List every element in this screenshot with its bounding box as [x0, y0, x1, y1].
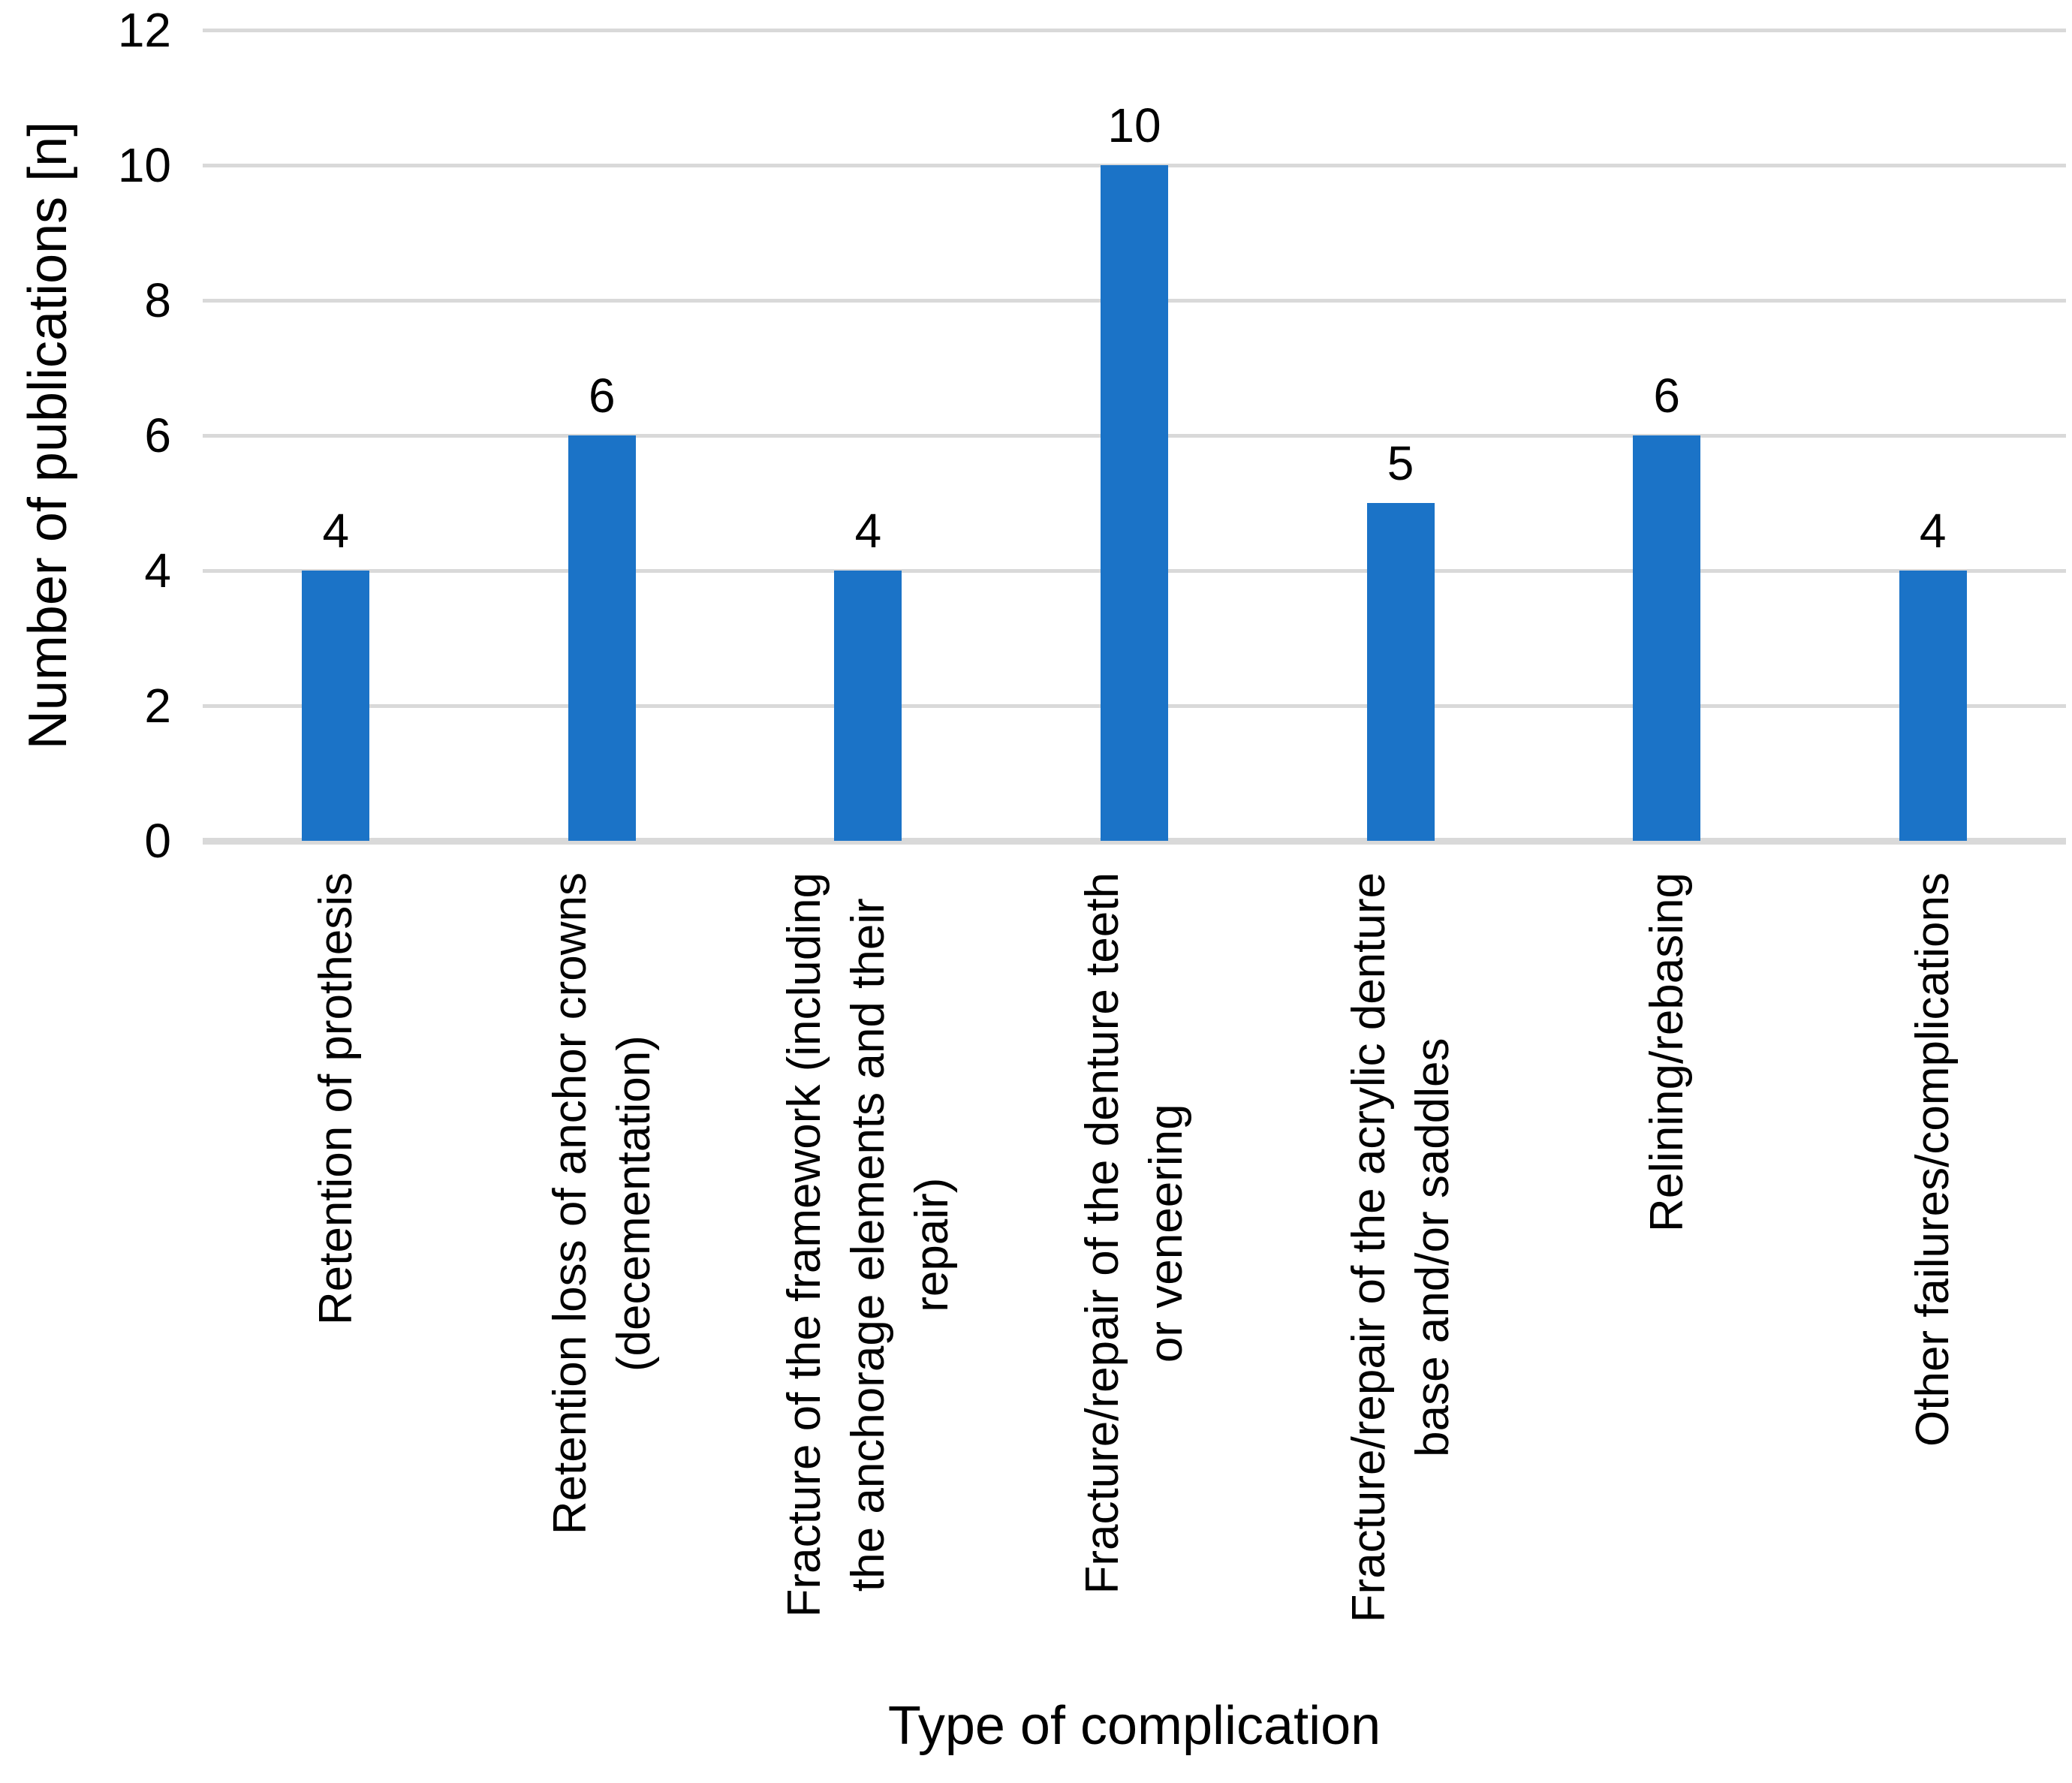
y-tick-label: 4: [144, 544, 171, 598]
x-category-label-text: Fracture/repair of the denture teeth or …: [1077, 872, 1192, 1595]
x-category-label-text: Other failures/complications: [1907, 872, 1959, 1447]
y-tick-label: 2: [144, 679, 171, 733]
bar-value-label: 6: [1653, 369, 1680, 423]
x-category-label-text: Relining/rebasing: [1640, 872, 1693, 1233]
bar: [1101, 165, 1168, 841]
x-axis-line: [203, 838, 2066, 845]
y-axis-title: Number of publications [n]: [0, 30, 101, 841]
y-tick-label: 8: [144, 273, 171, 327]
bar-value-label: 4: [322, 504, 350, 558]
bar-value-label: 4: [854, 504, 882, 558]
y-tick-label: 12: [117, 3, 171, 57]
y-tick-label: 10: [117, 138, 171, 192]
x-category-label-text: Retention loss of anchor crowns (decemen…: [544, 872, 660, 1535]
bar-value-label: 4: [1919, 504, 1947, 558]
x-category-label-text: Fracture of the framework (including the…: [778, 872, 958, 1618]
y-tick-label: 0: [144, 814, 171, 868]
bar: [1633, 435, 1701, 841]
bar: [302, 571, 370, 841]
x-category-label-text: Fracture/repair of the acrylic denture b…: [1342, 872, 1459, 1623]
bar: [1366, 503, 1435, 841]
x-category-label-text: Retention of prothesis: [309, 872, 362, 1326]
bar: [568, 435, 636, 841]
bar-value-label: 10: [1107, 98, 1161, 152]
bar-value-label: 6: [589, 369, 616, 423]
bar-value-label: 5: [1387, 436, 1414, 490]
gridline: [203, 29, 2066, 32]
x-axis-title: Type of complication: [887, 1696, 1381, 1756]
bar: [1899, 571, 1967, 841]
y-axis-title-text: Number of publications [n]: [18, 121, 78, 750]
y-tick-label: 6: [144, 408, 171, 462]
bar: [834, 571, 902, 841]
